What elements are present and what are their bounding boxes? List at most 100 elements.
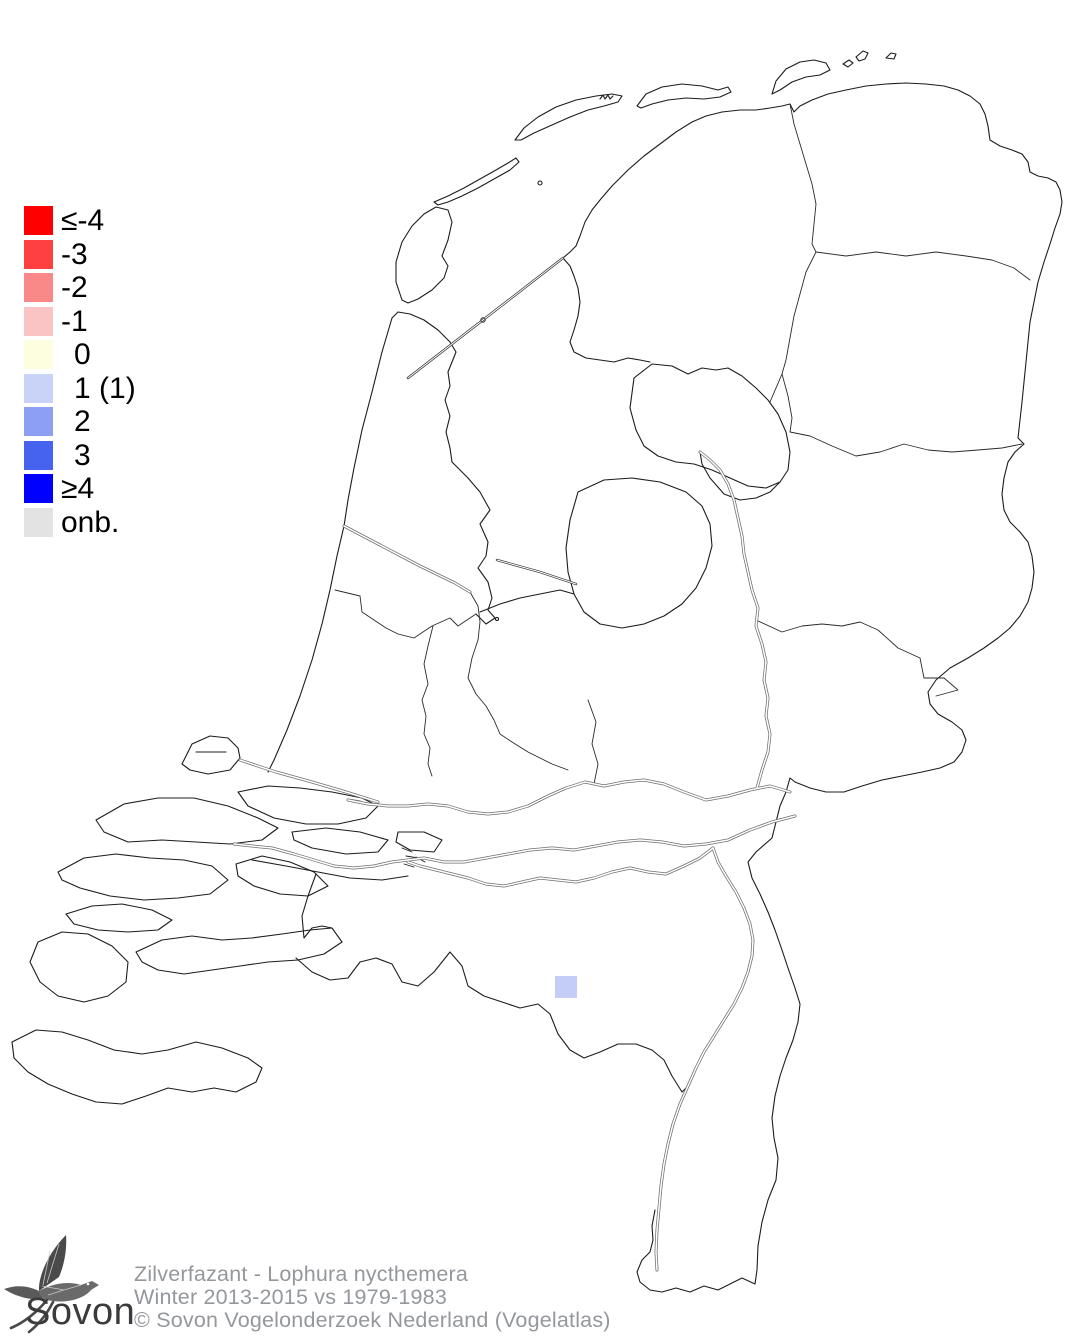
border-belgium <box>295 951 689 1093</box>
river-maas-limburg-inner <box>655 847 754 1271</box>
border-utrecht-gelderland <box>587 699 599 785</box>
swallow-wing-lower <box>4 1286 48 1300</box>
legend-row: -3 <box>24 238 136 272</box>
legend-row: 1 (1) <box>24 372 136 406</box>
swallow-tail <box>9 1298 55 1334</box>
island-goeree <box>95 797 279 845</box>
legend-label: -2 <box>61 271 88 305</box>
legend-swatch <box>24 407 53 437</box>
noordoostpolder <box>629 363 791 489</box>
caption-copyright: © Sovon Vogelonderzoek Nederland (Vogela… <box>134 1308 611 1332</box>
legend-label: -3 <box>61 237 88 271</box>
river-maas-brabant-inner <box>407 847 714 887</box>
legend-swatch <box>24 306 53 336</box>
legend: ≤-4 -3 -2 -1 0 1 (1) 2 3 <box>24 204 136 539</box>
legend-row: ≥4 <box>24 472 136 506</box>
border-friesland-overijssel <box>769 373 783 403</box>
legend-label: onb. <box>61 505 120 539</box>
border-zh-utrecht <box>421 625 434 777</box>
legend-swatch <box>24 440 53 470</box>
maasvlakte <box>181 735 241 775</box>
island-noord-beveland <box>65 903 173 933</box>
afsluitdijk-inner <box>407 257 564 379</box>
swallow-body <box>39 1281 99 1302</box>
gooimeer-shore <box>479 589 575 613</box>
coast-noord-holland-east <box>391 311 496 625</box>
island-schiermonnikoog <box>771 59 831 95</box>
island-walcheren <box>29 931 129 1003</box>
legend-row: -2 <box>24 271 136 305</box>
islets-rottum <box>842 50 897 68</box>
island-zuid-beveland <box>135 927 343 975</box>
islet-marken <box>494 616 500 622</box>
island-vlieland <box>433 157 520 206</box>
caption-period: Winter 2013-2015 vs 1979-1983 <box>134 1285 447 1309</box>
island-hoeksche-waard <box>291 827 389 855</box>
legend-swatch <box>24 507 53 537</box>
island-ameland <box>636 83 732 109</box>
island-zeeuws-vlaanderen <box>11 1029 263 1105</box>
legend-swatch <box>24 273 53 303</box>
flevopolder <box>565 477 713 629</box>
river-ijssel-inner <box>699 451 771 789</box>
legend-row: 0 <box>24 338 136 372</box>
islet-griend <box>537 180 543 186</box>
sovon-logo <box>4 1235 99 1334</box>
island-tholen <box>235 855 329 897</box>
island-terschelling <box>514 93 623 141</box>
nieuwe-waterweg-inner <box>239 759 379 803</box>
border-friesland-groningen <box>789 103 817 253</box>
afsluitdijk-midpoint <box>480 317 486 323</box>
legend-row: ≤-4 <box>24 204 136 238</box>
swallow-facets <box>41 1243 82 1296</box>
noordzeekanaal-inner <box>343 525 471 593</box>
coast-hollands-diep-south <box>251 859 409 881</box>
legend-label: 2 <box>74 405 91 439</box>
border-overijssel-gelderland <box>755 619 959 697</box>
river-lek-inner <box>347 779 791 815</box>
border-groningen-drenthe <box>815 251 1031 281</box>
legend-label: ≤-4 <box>61 204 105 238</box>
houtribdijk-inner <box>496 559 577 585</box>
border-friesland-drenthe <box>781 251 817 375</box>
legend-label: 3 <box>74 438 91 472</box>
legend-swatch <box>24 474 53 504</box>
island-texel <box>395 206 453 304</box>
border-utrecht-holland <box>467 591 569 771</box>
caption-species: Zilverfazant - Lophura nycthemera <box>134 1262 469 1286</box>
swallow-wing-upper <box>38 1235 67 1291</box>
observation-cell <box>555 976 577 998</box>
sovon-wordmark: Sovon <box>25 1291 136 1333</box>
river-waal <box>406 814 797 864</box>
legend-swatch <box>24 239 53 269</box>
legend-label: ≥4 <box>61 472 95 506</box>
legend-label: 0 <box>74 338 91 372</box>
legend-swatch <box>24 373 53 403</box>
island-dordrecht <box>395 831 443 853</box>
coast-west <box>267 317 393 773</box>
river-waal-inner <box>407 815 796 863</box>
coast-northeast-german-border <box>562 82 1063 1293</box>
coast-kampen <box>699 451 781 501</box>
biesbosch-creeks <box>401 847 426 868</box>
legend-swatch <box>24 340 53 370</box>
river-hollands-diep-inner <box>233 843 409 869</box>
legend-row: onb. <box>24 506 136 540</box>
island-voorne-putten <box>237 785 379 825</box>
coast-friesland-west <box>562 257 651 363</box>
legend-swatch <box>24 206 53 236</box>
river-maas-limburg <box>654 846 755 1272</box>
legend-label: 1 (1) <box>74 371 136 405</box>
legend-row: -1 <box>24 305 136 339</box>
legend-row: 3 <box>24 439 136 473</box>
observation-layer <box>555 976 577 998</box>
map-caption: Zilverfazant - Lophura nycthemera Winter… <box>134 1263 611 1332</box>
swallow-eye <box>86 1282 90 1286</box>
border-drenthe-overijssel <box>781 373 1023 457</box>
border-nh-zh <box>334 589 477 639</box>
legend-label: -1 <box>61 304 88 338</box>
island-schouwen <box>57 853 229 901</box>
legend-row: 2 <box>24 405 136 439</box>
